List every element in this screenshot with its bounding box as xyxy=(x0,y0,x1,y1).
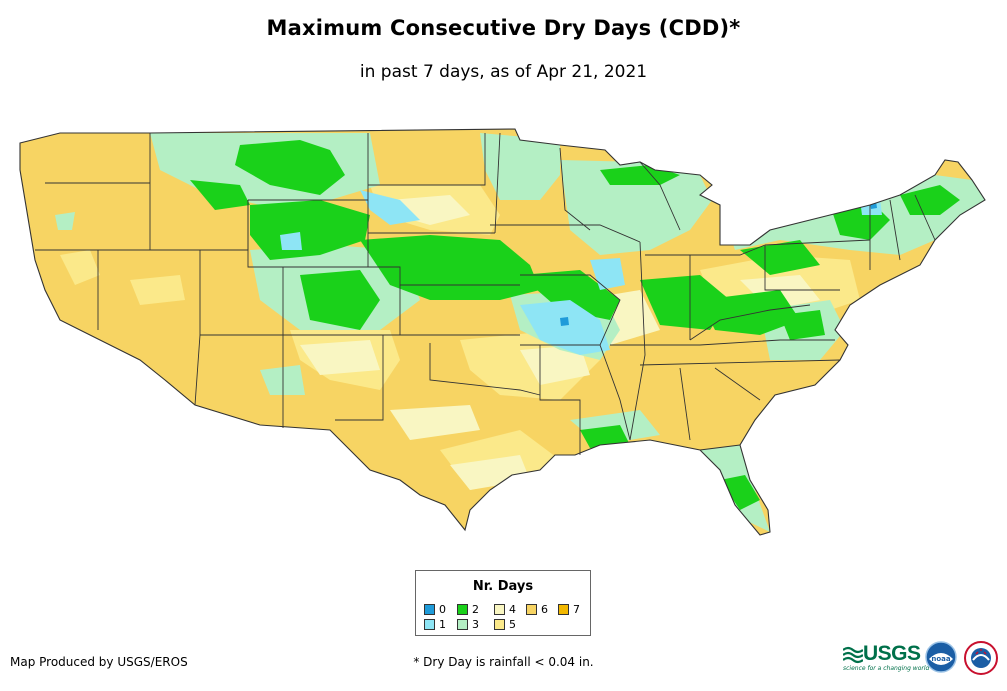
usgs-logo: USGS science for a changing world xyxy=(843,642,929,672)
legend-swatch-3 xyxy=(457,619,468,630)
legend-label-4: 4 xyxy=(509,603,516,616)
legend-swatch-5 xyxy=(494,619,505,630)
dry-days-2-regions xyxy=(190,140,960,510)
usgs-tagline: science for a changing world xyxy=(843,665,930,672)
legend-swatch-7 xyxy=(558,604,569,615)
map-title: Maximum Consecutive Dry Days (CDD)* xyxy=(266,16,741,40)
legend-swatch-6 xyxy=(526,604,537,615)
legend-item-0: 0 xyxy=(424,604,446,618)
legend-box: Nr. Days 0 1 2 3 4 5 6 7 xyxy=(415,570,591,636)
legend-swatch-0 xyxy=(424,604,435,615)
legend-label-5: 5 xyxy=(509,618,516,631)
legend-label-6: 6 xyxy=(541,603,548,616)
map-fill-layer xyxy=(20,129,985,535)
legend-item-1: 1 xyxy=(424,619,446,633)
nws-logo xyxy=(964,641,998,675)
legend-swatch-4 xyxy=(494,604,505,615)
state-borders xyxy=(19,128,986,536)
legend-label-2: 2 xyxy=(472,603,479,616)
legend-item-7: 7 xyxy=(558,604,580,618)
usgs-wave-icon xyxy=(843,646,863,664)
legend-title: Nr. Days xyxy=(472,579,534,594)
legend-item-4: 4 xyxy=(494,604,516,618)
legend-swatch-1 xyxy=(424,619,435,630)
legend-label-3: 3 xyxy=(472,618,479,631)
map-credit: Map Produced by USGS/EROS xyxy=(10,655,188,669)
noaa-logo-text: noaa xyxy=(931,655,951,663)
legend-item-3: 3 xyxy=(457,619,479,633)
legend-item-5: 5 xyxy=(494,619,516,633)
usgs-wordmark: USGS xyxy=(863,642,921,665)
legend-item-2: 2 xyxy=(457,604,479,618)
legend-item-6: 6 xyxy=(526,604,548,618)
legend-label-1: 1 xyxy=(439,618,446,631)
legend-label-7: 7 xyxy=(573,603,580,616)
dry-day-footnote: * Dry Day is rainfall < 0.04 in. xyxy=(413,655,594,669)
noaa-logo: noaa xyxy=(925,641,957,673)
map-subtitle: in past 7 days, as of Apr 21, 2021 xyxy=(359,62,648,82)
legend-swatch-2 xyxy=(457,604,468,615)
legend-label-0: 0 xyxy=(439,603,446,616)
